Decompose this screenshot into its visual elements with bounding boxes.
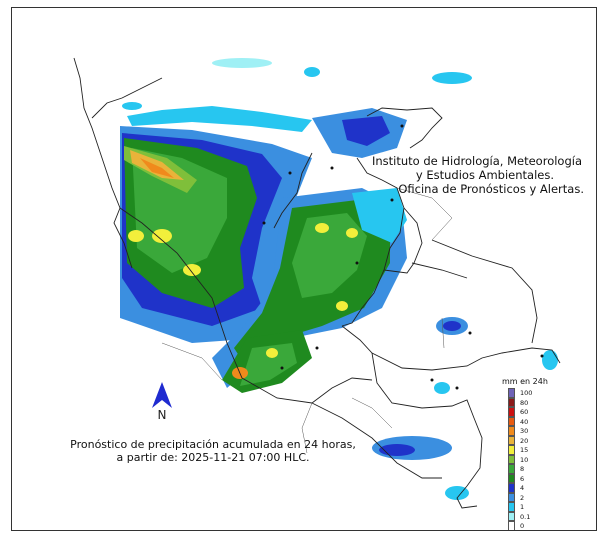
legend-row: 20 <box>500 435 560 445</box>
legend-label: 0.1 <box>520 512 531 521</box>
legend-swatch <box>508 416 515 426</box>
legend-label: 0 <box>520 522 525 530</box>
rain-swath-pacific <box>120 106 312 343</box>
north-arrow-icon <box>152 382 172 408</box>
legend-label: 100 <box>520 389 533 397</box>
legend-label: 20 <box>520 436 529 445</box>
institution-line3: Oficina de Pronósticos y Alertas. <box>398 182 584 196</box>
legend-row: 80 <box>500 397 560 407</box>
north-label: N <box>157 408 167 422</box>
legend-label: 8 <box>520 465 525 473</box>
legend-row: 1 <box>500 502 560 512</box>
institution-label: Instituto de Hidrología, Meteorología y … <box>344 154 584 196</box>
legend-swatch <box>508 511 515 521</box>
legend-row: 4 <box>500 483 560 493</box>
north-arrow: N <box>148 380 176 426</box>
legend-label: 30 <box>520 427 529 435</box>
legend-row: 100 <box>500 388 560 398</box>
legend-row: 30 <box>500 426 560 436</box>
legend-row: 15 <box>500 445 560 455</box>
caption-line2: a partir de: 2025-11-21 07:00 HLC. <box>116 451 310 464</box>
legend-swatch <box>508 388 515 398</box>
coastlines <box>73 57 561 509</box>
legend-swatch <box>508 397 515 407</box>
precipitation-map <box>73 57 561 509</box>
legend-swatch <box>508 454 515 464</box>
legend-label: 80 <box>520 398 529 407</box>
legend-row: 0.1 <box>500 511 560 521</box>
city-dots <box>262 124 544 390</box>
institution-line2: y Estudios Ambientales. <box>415 168 554 182</box>
legend-swatch <box>508 483 515 493</box>
legend-label: 60 <box>520 408 529 416</box>
legend-swatch <box>508 426 515 436</box>
legend-scale: 100 80 60 40 30 20 15 10 8 6 4 2 1 0.1 0 <box>500 388 560 530</box>
forecast-caption: Pronóstico de precipitación acumulada en… <box>65 438 361 464</box>
legend-row: 40 <box>500 416 560 426</box>
legend-label: 10 <box>520 455 529 464</box>
legend-swatch <box>508 464 515 474</box>
internal-borders <box>161 187 453 454</box>
legend-swatch <box>508 435 515 445</box>
legend-swatch <box>508 492 515 502</box>
rain-swath-central <box>212 108 407 393</box>
legend-row: 2 <box>500 492 560 502</box>
legend-row: 10 <box>500 454 560 464</box>
institution-line1: Instituto de Hidrología, Meteorología <box>371 154 582 168</box>
caption-line1: Pronóstico de precipitación acumulada en… <box>70 438 356 451</box>
legend-label: 6 <box>520 474 525 483</box>
legend-row: 6 <box>500 473 560 483</box>
legend-label: 40 <box>520 417 529 426</box>
map-frame: Instituto de Hidrología, Meteorología y … <box>11 7 597 531</box>
legend-row: 8 <box>500 464 560 474</box>
legend-label: 1 <box>520 503 525 511</box>
legend-swatch <box>508 407 515 417</box>
legend-swatch <box>508 445 515 455</box>
legend-label: 4 <box>520 484 525 492</box>
legend-row: 0 <box>500 521 560 530</box>
legend-swatch <box>508 473 515 483</box>
precipitation-legend: mm en 24h 100 80 60 40 30 20 15 10 8 6 4 2 1 0.1 0 <box>500 377 560 530</box>
legend-label: 2 <box>520 493 525 502</box>
legend-swatch <box>508 521 515 530</box>
legend-title: mm en 24h <box>502 377 548 386</box>
legend-row: 60 <box>500 407 560 417</box>
legend-label: 15 <box>520 446 529 454</box>
rain-patches-east <box>122 58 558 500</box>
legend-swatch <box>508 502 515 512</box>
